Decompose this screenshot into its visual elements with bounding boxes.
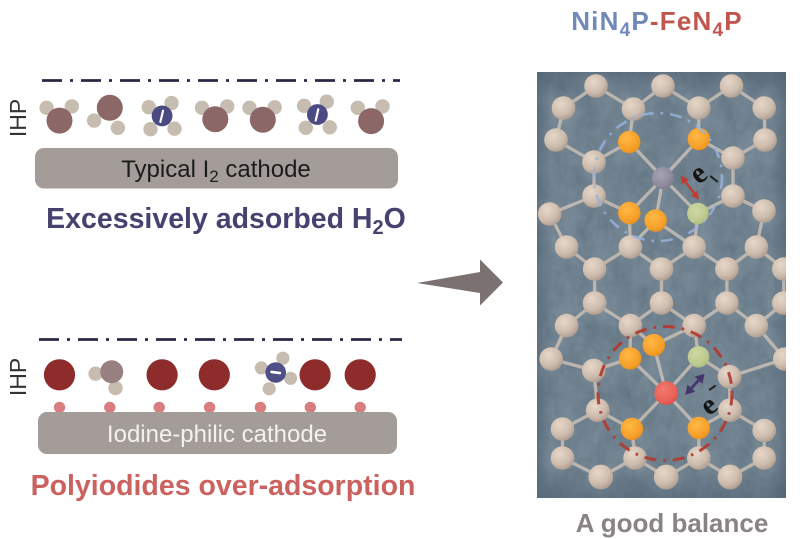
svg-text:Iodine-philic cathode: Iodine-philic cathode (107, 421, 327, 448)
svg-text:IHP: IHP (5, 358, 31, 396)
svg-text:A good balance: A good balance (576, 508, 769, 538)
svg-text:Polyiodides over-adsorption: Polyiodides over-adsorption (31, 470, 416, 502)
svg-text:Excessively adsorbed H2O: Excessively adsorbed H2O (46, 203, 406, 239)
svg-text:IHP: IHP (5, 99, 31, 137)
svg-text:NiN4P-FeN4P: NiN4P-FeN4P (571, 6, 743, 41)
